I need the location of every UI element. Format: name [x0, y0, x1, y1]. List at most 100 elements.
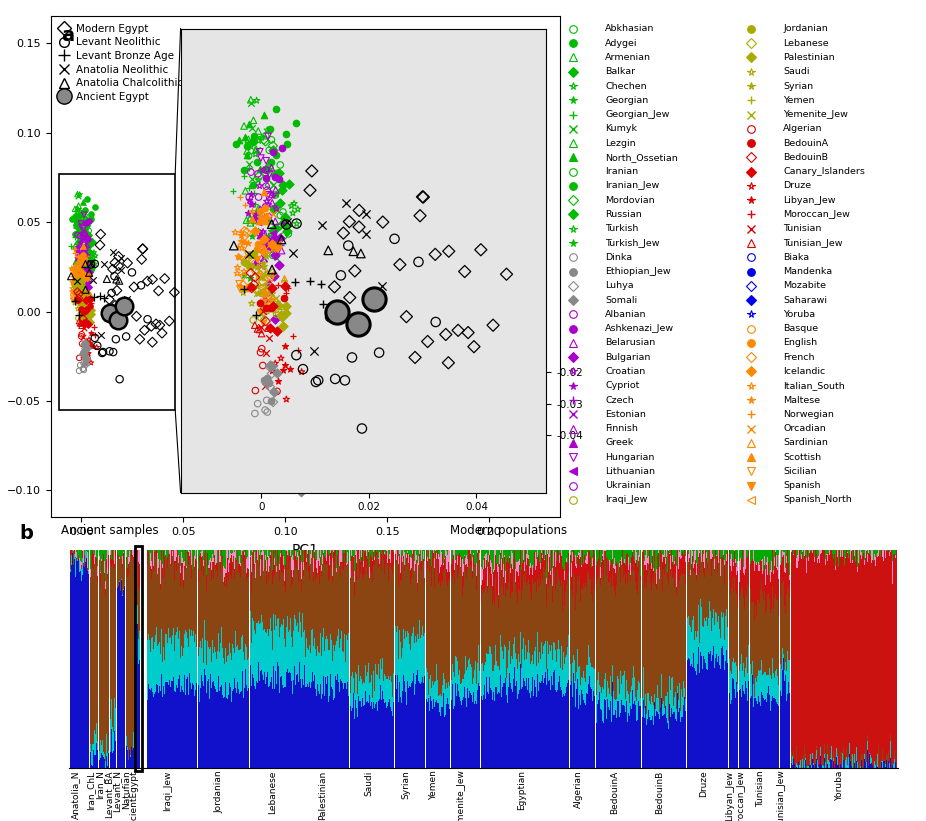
Point — [72, 272, 87, 285]
Bar — [549, 550, 550, 557]
Point — [83, 294, 98, 307]
Bar — [305, 566, 306, 631]
Bar — [273, 550, 274, 577]
Bar — [166, 559, 167, 634]
Bar — [565, 580, 566, 606]
Bar — [694, 572, 695, 640]
Bar — [782, 670, 783, 768]
Bar — [868, 750, 869, 768]
Point — [75, 301, 90, 314]
Bar — [768, 562, 769, 593]
Bar — [324, 550, 325, 556]
Point — [252, 227, 267, 240]
Point — [308, 375, 323, 388]
Bar — [396, 690, 397, 768]
Point — [232, 190, 247, 204]
Point — [76, 287, 91, 300]
Point — [232, 277, 246, 291]
Bar — [396, 560, 397, 563]
Point — [247, 264, 262, 277]
Bar — [234, 552, 235, 569]
Point — [262, 272, 277, 285]
Point — [246, 135, 261, 149]
Bar — [680, 722, 681, 768]
Bar — [590, 557, 591, 580]
Bar — [250, 611, 251, 665]
Bar — [744, 691, 745, 768]
Bar — [418, 565, 419, 639]
Bar — [153, 649, 154, 697]
Bar — [212, 554, 213, 562]
Bar — [430, 696, 431, 768]
Bar — [439, 712, 441, 768]
Bar — [654, 550, 655, 568]
Point — [244, 187, 258, 200]
Point — [258, 135, 273, 148]
Bar — [360, 550, 361, 562]
Point — [242, 190, 257, 204]
Text: Ukrainian: Ukrainian — [606, 481, 651, 490]
Bar — [310, 554, 311, 564]
Text: BedouinB: BedouinB — [783, 153, 829, 162]
Bar — [314, 676, 315, 768]
Bar — [484, 685, 485, 768]
Bar — [537, 579, 538, 632]
Bar — [332, 644, 333, 699]
Point — [246, 114, 261, 127]
Bar — [564, 582, 565, 652]
Bar — [737, 607, 738, 684]
Bar — [763, 550, 764, 571]
Bar — [716, 654, 717, 768]
Bar — [567, 550, 568, 558]
Bar — [238, 550, 239, 564]
Bar — [877, 553, 878, 557]
Bar — [500, 550, 501, 553]
Bar — [70, 571, 71, 768]
Bar — [534, 680, 535, 768]
Bar — [256, 559, 257, 622]
Bar — [811, 550, 812, 552]
Bar — [341, 562, 342, 564]
Bar — [861, 550, 862, 556]
Bar — [95, 550, 96, 557]
Bar — [313, 646, 314, 681]
Bar — [576, 550, 577, 564]
Bar — [499, 592, 500, 670]
Point — [249, 207, 264, 220]
Bar — [76, 561, 77, 768]
Bar — [436, 550, 437, 553]
Point — [247, 197, 262, 210]
Bar — [88, 571, 89, 574]
Point — [262, 122, 277, 135]
Bar — [544, 672, 546, 768]
Bar — [597, 699, 599, 768]
Point — [83, 326, 98, 339]
Bar — [370, 572, 371, 682]
Bar — [516, 659, 517, 681]
Point — [73, 269, 88, 282]
Bar — [629, 716, 630, 768]
Point — [81, 269, 96, 282]
Bar — [588, 645, 589, 684]
Bar — [825, 559, 826, 565]
Bar — [407, 551, 408, 553]
Bar — [503, 659, 504, 683]
Bar — [784, 669, 785, 681]
Point — [258, 201, 273, 214]
Bar — [806, 759, 807, 768]
Bar — [615, 550, 617, 566]
Bar — [852, 550, 853, 560]
Bar — [305, 631, 306, 665]
Bar — [873, 550, 874, 561]
Bar — [765, 672, 766, 699]
Bar — [772, 698, 773, 768]
Bar — [495, 550, 496, 555]
Bar — [694, 551, 695, 564]
Bar — [260, 562, 261, 585]
Bar — [764, 590, 765, 672]
Bar — [290, 550, 291, 556]
Point — [253, 305, 268, 318]
Bar — [433, 571, 434, 705]
Point — [247, 407, 262, 420]
Bar — [123, 590, 124, 768]
